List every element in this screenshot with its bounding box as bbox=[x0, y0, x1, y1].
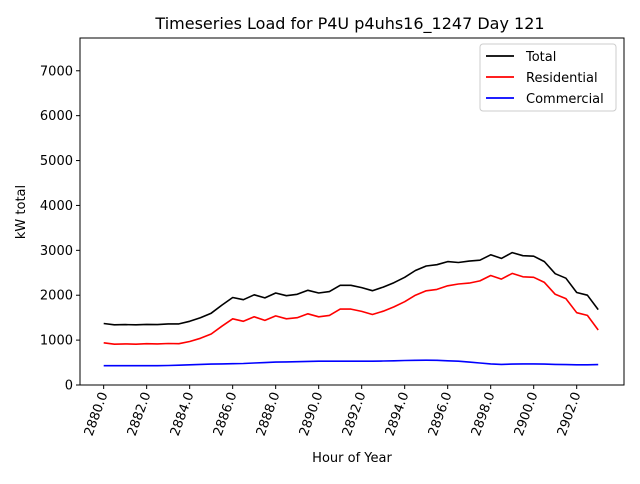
series-line-commercial bbox=[103, 359, 599, 367]
x-tick-label: 2894.0 bbox=[383, 390, 413, 438]
y-axis-label: kW total bbox=[14, 185, 29, 239]
x-tick-label: 2898.0 bbox=[469, 390, 499, 438]
plot-frame bbox=[79, 37, 625, 386]
y-tick-label: 3000 bbox=[40, 244, 73, 259]
y-tick-label: 5000 bbox=[40, 154, 73, 169]
x-tick-label: 2886.0 bbox=[211, 390, 241, 438]
x-tick-label: 2896.0 bbox=[426, 390, 456, 438]
legend-label-residential: Residential bbox=[526, 71, 598, 86]
legend-box bbox=[479, 43, 617, 112]
legend-label-commercial: Commercial bbox=[526, 92, 604, 107]
x-tick-label: 2902.0 bbox=[555, 390, 585, 438]
y-tick-label: 4000 bbox=[40, 199, 73, 214]
x-tick-label: 2900.0 bbox=[512, 390, 542, 438]
y-tick-label: 0 bbox=[65, 379, 73, 394]
x-tick-label: 2888.0 bbox=[254, 390, 284, 438]
legend: Total Residential Commercial bbox=[479, 43, 617, 112]
x-tick-label: 2892.0 bbox=[340, 390, 370, 438]
x-tick-label: 2880.0 bbox=[82, 390, 112, 438]
x-tick-label: 2884.0 bbox=[168, 390, 198, 438]
y-tick-label: 7000 bbox=[40, 64, 73, 79]
series-line-total bbox=[103, 251, 599, 326]
y-tick-label: 1000 bbox=[40, 334, 73, 349]
x-axis-label: Hour of Year bbox=[312, 451, 392, 466]
x-tick-label: 2890.0 bbox=[297, 390, 327, 438]
series-line-residential bbox=[103, 272, 599, 346]
legend-label-total: Total bbox=[525, 50, 556, 65]
x-tick-label: 2882.0 bbox=[125, 390, 155, 438]
chart-title: Timeseries Load for P4U p4uhs16_1247 Day… bbox=[154, 14, 544, 34]
y-tick-label: 6000 bbox=[40, 109, 73, 124]
y-tick-label: 2000 bbox=[40, 289, 73, 304]
